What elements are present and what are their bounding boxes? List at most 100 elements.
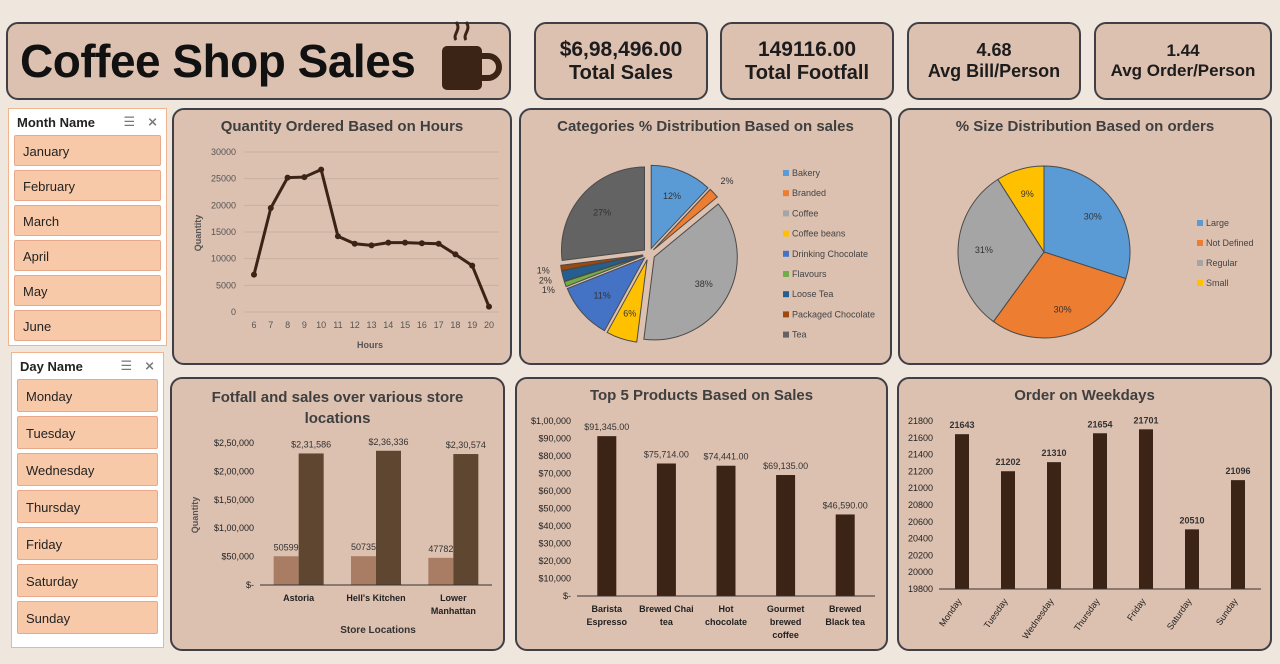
slice-label: 12% bbox=[663, 191, 681, 201]
kpi-label: Avg Bill/Person bbox=[927, 61, 1061, 81]
pie-slice bbox=[1043, 165, 1131, 280]
legend-label: Drinking Chocolate bbox=[792, 249, 868, 259]
x-tick-label: chocolate bbox=[705, 617, 747, 627]
y-tick-label: $90,000 bbox=[538, 434, 571, 444]
legend-swatch bbox=[783, 271, 789, 277]
y-tick-label: $50,000 bbox=[538, 504, 571, 514]
y-tick-label: $80,000 bbox=[538, 451, 571, 461]
slicer-item-january[interactable]: January bbox=[14, 135, 161, 166]
slice-label: 31% bbox=[975, 245, 993, 255]
chart-title: Fotfall and sales over various store loc… bbox=[211, 389, 464, 427]
slicer-item-march[interactable]: March bbox=[14, 205, 161, 236]
x-tick-label: Tuesday bbox=[982, 596, 1010, 630]
x-tick-label: brewed bbox=[770, 617, 802, 627]
slicer-item-monday[interactable]: Monday bbox=[17, 379, 158, 412]
x-tick-label: Gourmet bbox=[767, 604, 805, 614]
x-tick-label: 7 bbox=[268, 320, 273, 330]
data-label: 21096 bbox=[1225, 466, 1250, 476]
x-tick-label: 14 bbox=[383, 320, 393, 330]
slicer-item-february[interactable]: February bbox=[14, 170, 161, 201]
x-tick-label: Hell's Kitchen bbox=[346, 593, 405, 603]
slicer-item-june[interactable]: June bbox=[14, 310, 161, 341]
y-axis-label: Quantity bbox=[190, 497, 200, 534]
bar bbox=[1047, 462, 1061, 589]
pie-slice bbox=[997, 165, 1045, 254]
data-label: $74,441.00 bbox=[703, 452, 748, 462]
legend-swatch bbox=[1197, 260, 1203, 266]
pie-slice bbox=[643, 203, 738, 341]
bar bbox=[835, 514, 855, 596]
y-tick-label: $2,50,000 bbox=[214, 438, 254, 448]
y-tick-label: $20,000 bbox=[538, 556, 571, 566]
y-tick-label: 19800 bbox=[908, 584, 933, 594]
slicer-item-friday[interactable]: Friday bbox=[17, 527, 158, 560]
legend-label: Coffee bbox=[792, 208, 818, 218]
y-tick-label: 0 bbox=[231, 307, 236, 317]
slicer-item-sunday[interactable]: Sunday bbox=[17, 601, 158, 634]
bar bbox=[1093, 433, 1107, 589]
y-tick-label: 10000 bbox=[211, 254, 236, 264]
x-tick-label: Sunday bbox=[1214, 596, 1240, 627]
x-tick-label: Brewed bbox=[829, 604, 862, 614]
y-tick-label: 30000 bbox=[211, 147, 236, 157]
day-slicer: Day Name ☰ ⨯ Monday Tuesday Wednesday Thurs… bbox=[11, 352, 164, 648]
slicer-item-thursday[interactable]: Thursday bbox=[17, 490, 158, 523]
slicer-item-april[interactable]: April bbox=[14, 240, 161, 271]
kpi-avg-order: 1.44 Avg Order/Person bbox=[1094, 22, 1272, 100]
pie-slice bbox=[653, 188, 719, 251]
x-tick-label: Friday bbox=[1125, 596, 1148, 623]
y-axis-label: Quantity bbox=[193, 215, 203, 252]
y-tick-label: $40,000 bbox=[538, 521, 571, 531]
y-tick-label: 20400 bbox=[908, 534, 933, 544]
data-label: 21310 bbox=[1041, 448, 1066, 458]
clear-filter-icon[interactable]: ⨯ bbox=[144, 358, 155, 373]
data-label: $46,590.00 bbox=[823, 500, 868, 510]
legend-swatch bbox=[783, 291, 789, 298]
x-tick-label: Wednesday bbox=[1020, 596, 1056, 641]
slice-label: 38% bbox=[695, 279, 713, 289]
x-tick-label: 16 bbox=[417, 320, 427, 330]
data-point bbox=[368, 242, 375, 249]
legend-label: Packaged Chocolate bbox=[792, 309, 875, 319]
y-tick-label: $1,00,000 bbox=[531, 416, 571, 426]
pie-slice bbox=[566, 256, 646, 332]
slice-label: 27% bbox=[593, 208, 611, 218]
legend-swatch bbox=[1197, 280, 1203, 286]
chart-title: Top 5 Products Based on Sales bbox=[589, 387, 814, 404]
multi-select-icon[interactable]: ☰ bbox=[120, 358, 133, 373]
legend-label: Regular bbox=[1206, 258, 1238, 268]
slicer-item-saturday[interactable]: Saturday bbox=[17, 564, 158, 597]
bar bbox=[1185, 529, 1199, 589]
legend-swatch bbox=[1197, 240, 1203, 246]
kpi-value: 149116.00 bbox=[757, 37, 857, 61]
bar bbox=[716, 465, 736, 596]
legend-label: Branded bbox=[792, 188, 826, 198]
hours-chart-panel: Quantity Ordered Based on Hours 0 5000 100… bbox=[172, 108, 512, 365]
data-label: 47782 bbox=[428, 544, 453, 554]
pie-slice bbox=[561, 166, 645, 261]
data-point bbox=[284, 174, 291, 181]
slicer-item-may[interactable]: May bbox=[14, 275, 161, 306]
page-title: Coffee Shop Sales bbox=[20, 35, 416, 87]
slicer-item-tuesday[interactable]: Tuesday bbox=[17, 416, 158, 449]
y-tick-label: $30,000 bbox=[538, 539, 571, 549]
y-tick-label: $10,000 bbox=[538, 574, 571, 584]
data-point bbox=[351, 240, 358, 247]
clear-filter-icon[interactable]: ⨯ bbox=[147, 114, 158, 129]
products-chart-panel: Top 5 Products Based on Sales $- $10,000 $… bbox=[515, 377, 888, 651]
products-bar-chart: $- $10,000 $20,000 $30,000 $40,000 $50,000 $60… bbox=[531, 416, 875, 640]
multi-select-icon[interactable]: ☰ bbox=[123, 114, 136, 129]
x-tick-label: Barista bbox=[592, 604, 624, 614]
legend-label: Not Defined bbox=[1206, 238, 1254, 248]
stores-bar-chart: $- $50,000 $1,00,000 $1,50,000 $2,00,000 $2,5… bbox=[190, 437, 492, 636]
slicer-title: Month Name bbox=[17, 114, 95, 130]
y-tick-label: 20600 bbox=[908, 517, 933, 527]
legend-label: Flavours bbox=[792, 269, 827, 279]
slice-label: 6% bbox=[623, 308, 636, 318]
x-axis-label: Store Locations bbox=[340, 625, 416, 636]
y-tick-label: $1,50,000 bbox=[214, 495, 254, 505]
data-label: 21654 bbox=[1087, 419, 1112, 429]
slicer-item-wednesday[interactable]: Wednesday bbox=[17, 453, 158, 486]
slice-label: 2% bbox=[539, 276, 552, 286]
slice-label: 2% bbox=[720, 176, 733, 186]
